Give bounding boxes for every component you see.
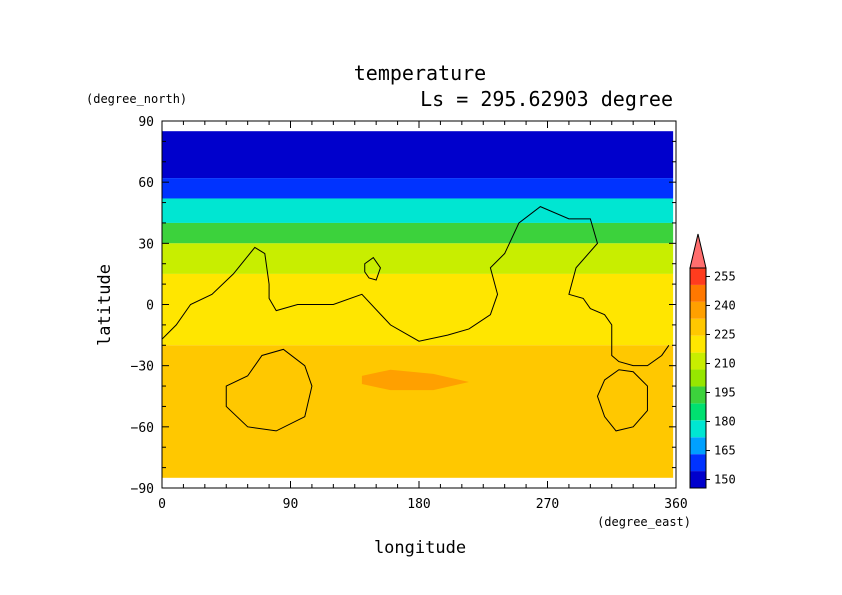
y-tick-label: 90 <box>138 115 154 130</box>
colorbar-swatch <box>690 318 706 336</box>
temperature-band <box>162 198 674 223</box>
colorbar-label: 255 <box>714 269 736 283</box>
y-tick-label: 60 <box>138 176 154 191</box>
chart-subtitle: Ls = 295.62903 degree <box>420 87 673 111</box>
topography-contour <box>225 348 313 432</box>
colorbar-swatch <box>690 420 706 438</box>
y-tick-label: 30 <box>138 237 154 252</box>
colorbar-frame <box>689 267 707 489</box>
x-units-label: (degree_east) <box>597 515 691 529</box>
x-tick-label: 180 <box>407 497 430 512</box>
x-tick-label: 0 <box>158 497 166 512</box>
temperature-band <box>162 131 674 179</box>
topography-contour <box>596 369 648 432</box>
colorbar-swatch <box>690 284 706 302</box>
colorbar-label: 180 <box>714 415 736 429</box>
colorbar-swatch <box>690 403 706 421</box>
x-tick-label: 90 <box>283 497 299 512</box>
y-tick-label: −30 <box>131 360 154 375</box>
colorbar-swatch <box>690 471 706 488</box>
y-tick-label: 0 <box>146 299 154 314</box>
x-tick-label: 270 <box>536 497 559 512</box>
colorbar-swatch <box>690 352 706 370</box>
colorbar-label: 225 <box>714 327 736 341</box>
colorbar-label: 195 <box>714 386 736 400</box>
warm-region <box>361 369 469 391</box>
temperature-band <box>162 178 674 199</box>
colorbar-swatch <box>690 369 706 387</box>
topography-contour <box>364 256 382 281</box>
y-units-label: (degree_north) <box>86 92 187 106</box>
colorbar-swatch <box>690 437 706 455</box>
colorbar-label: 150 <box>714 473 736 487</box>
temperature-band <box>162 222 674 244</box>
colorbar: 150 165 180 195 210 225 240 255 <box>689 233 736 489</box>
x-axis-label: longitude <box>374 538 466 558</box>
chart-title: temperature <box>354 61 486 85</box>
colorbar-label: 210 <box>714 356 736 370</box>
x-tick-label: 360 <box>664 497 687 512</box>
topography-contour <box>162 206 670 367</box>
y-axis-label: latitude <box>95 264 115 346</box>
y-tick-label: −90 <box>131 482 154 497</box>
colorbar-label: 240 <box>714 298 736 312</box>
colorbar-overflow-arrow <box>689 233 707 269</box>
colorbar-swatch <box>690 454 706 472</box>
colorbar-swatch <box>690 335 706 353</box>
y-tick-label: −60 <box>131 421 154 436</box>
temperature-band <box>162 273 674 346</box>
colorbar-swatch <box>690 386 706 404</box>
temperature-band <box>162 243 674 274</box>
colorbar-swatch <box>690 268 706 285</box>
colorbar-label: 165 <box>714 444 736 458</box>
colorbar-swatch <box>690 301 706 319</box>
